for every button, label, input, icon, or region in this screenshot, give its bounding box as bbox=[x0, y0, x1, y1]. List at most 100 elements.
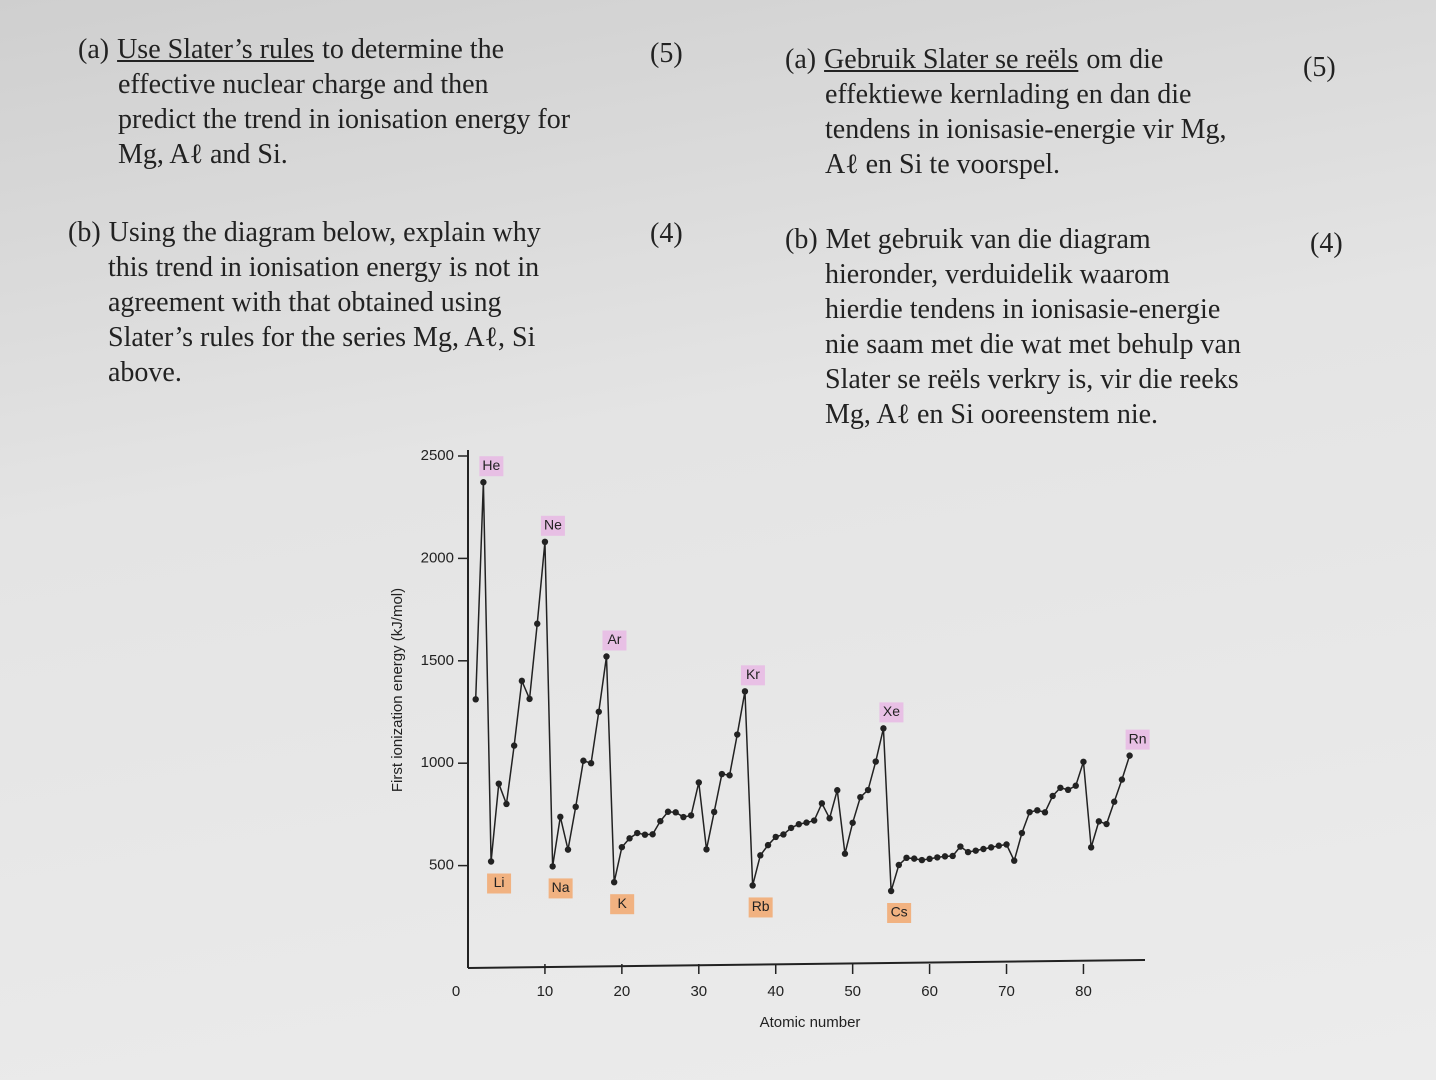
x-tick-label: 0 bbox=[452, 983, 460, 1000]
question-text: Met gebruik van die diagram bbox=[825, 224, 1151, 255]
data-point bbox=[1087, 844, 1095, 851]
data-point bbox=[787, 824, 795, 832]
y-tick-label: 1000 bbox=[421, 754, 454, 771]
data-point bbox=[911, 855, 918, 862]
annotation-box bbox=[548, 878, 573, 899]
data-point bbox=[680, 813, 687, 821]
y-tick-label: 2500 bbox=[421, 447, 454, 464]
data-point bbox=[572, 803, 579, 811]
annotation: Rn bbox=[1129, 730, 1147, 746]
data-point bbox=[810, 817, 818, 824]
annotation: He bbox=[482, 457, 500, 473]
annotation-box bbox=[602, 630, 627, 651]
question-text: tendens in ionisasie-energie vir Mg, bbox=[825, 114, 1227, 145]
data-point bbox=[541, 538, 549, 546]
y-axis-label: First ionization energy (kJ/mol) bbox=[389, 588, 406, 792]
x-tick-label: 20 bbox=[614, 983, 631, 1000]
underlined-text: Gebruik Slater se reëls bbox=[824, 44, 1079, 75]
annotation-box bbox=[479, 456, 504, 477]
data-point bbox=[895, 861, 903, 869]
y-tick-label: 500 bbox=[429, 857, 454, 874]
data-point bbox=[1095, 818, 1103, 825]
annotation-box bbox=[887, 902, 912, 923]
data-point bbox=[610, 878, 618, 886]
data-point bbox=[934, 854, 941, 861]
annotation: Rb bbox=[752, 898, 770, 914]
data-point bbox=[849, 819, 856, 826]
question: (a) Gebruik Slater se reëls om die effektie… bbox=[785, 42, 1227, 182]
data-point bbox=[687, 812, 695, 819]
annotation-box bbox=[487, 873, 512, 894]
question-line: Slater se reëls verkry is, vir die reeks bbox=[825, 362, 1241, 397]
data-point bbox=[480, 479, 487, 486]
question-text: Slater se reëls verkry is, vir die reeks bbox=[825, 364, 1239, 395]
question-text: agreement with that obtained using bbox=[108, 287, 502, 318]
x-tick-label: 70 bbox=[998, 983, 1015, 1000]
question-line: (a) Gebruik Slater se reëls om die bbox=[785, 42, 1227, 77]
data-point bbox=[749, 882, 756, 889]
question-line: Mg, Aℓ en Si ooreenstem nie. bbox=[825, 397, 1241, 432]
data-point bbox=[472, 696, 479, 703]
question-text: effective nuclear charge and then bbox=[118, 69, 489, 100]
annotation: Li bbox=[494, 874, 505, 890]
data-point bbox=[1111, 798, 1118, 805]
data-point bbox=[757, 852, 764, 859]
data-point bbox=[872, 758, 879, 765]
question-line: this trend in ionisation energy is not i… bbox=[108, 250, 541, 285]
data-point bbox=[664, 808, 672, 815]
data-point bbox=[580, 757, 587, 764]
data-point bbox=[1034, 807, 1041, 814]
data-point bbox=[918, 856, 926, 864]
data-point bbox=[949, 852, 956, 860]
data-point bbox=[857, 793, 864, 801]
data-point bbox=[864, 786, 872, 794]
question-text: Mg, Aℓ and Si. bbox=[118, 139, 288, 170]
x-axis bbox=[467, 959, 1146, 969]
question-line: (b) Met gebruik van die diagram bbox=[785, 222, 1241, 257]
data-point bbox=[887, 887, 895, 895]
data-point bbox=[534, 620, 541, 627]
question-text: this trend in ionisation energy is not i… bbox=[108, 252, 540, 283]
question-text: predict the trend in ionisation energy f… bbox=[118, 104, 571, 135]
data-point bbox=[549, 863, 556, 870]
data-point bbox=[718, 770, 726, 778]
data-point bbox=[703, 846, 710, 853]
data-point bbox=[1064, 786, 1072, 794]
data-point bbox=[503, 800, 510, 808]
question-text: above. bbox=[108, 357, 182, 388]
annotation: Kr bbox=[746, 666, 760, 682]
annotation-box bbox=[748, 897, 773, 918]
data-point bbox=[587, 760, 595, 767]
annotation: Xe bbox=[883, 703, 900, 719]
data-point bbox=[1011, 857, 1018, 864]
data-point bbox=[726, 772, 733, 779]
y-tick-label: 1500 bbox=[421, 652, 454, 669]
question-line: effektiewe kernlading en dan die bbox=[825, 77, 1227, 112]
data-point bbox=[618, 843, 626, 851]
question-text: om die bbox=[1086, 44, 1164, 75]
data-point bbox=[557, 813, 564, 821]
annotation-box bbox=[610, 894, 635, 915]
data-point bbox=[603, 653, 610, 660]
question-text: Mg, Aℓ en Si ooreenstem nie. bbox=[825, 399, 1159, 430]
data-point bbox=[926, 855, 933, 863]
x-tick-label: 60 bbox=[921, 983, 938, 1000]
data-point bbox=[641, 831, 649, 838]
question-label: (b) bbox=[68, 217, 101, 248]
question-text: Slater’s rules for the series Mg, Aℓ, Si bbox=[108, 322, 536, 353]
underlined-text: Use Slater’s rules bbox=[117, 34, 315, 65]
question-text: hierdie tendens in ionisasie-energie bbox=[825, 294, 1221, 325]
question-line: nie saam met die wat met behulp van bbox=[825, 327, 1241, 362]
annotation-box bbox=[740, 665, 765, 686]
data-point bbox=[987, 844, 995, 851]
question-line: Slater’s rules for the series Mg, Aℓ, Si bbox=[108, 320, 541, 355]
data-point bbox=[941, 853, 949, 860]
question-label: (a) bbox=[785, 44, 817, 75]
data-point bbox=[495, 780, 502, 787]
data-point bbox=[634, 829, 641, 837]
x-tick-label: 40 bbox=[767, 983, 784, 1000]
data-point bbox=[903, 854, 910, 862]
data-point bbox=[880, 725, 887, 732]
data-point bbox=[518, 677, 526, 685]
